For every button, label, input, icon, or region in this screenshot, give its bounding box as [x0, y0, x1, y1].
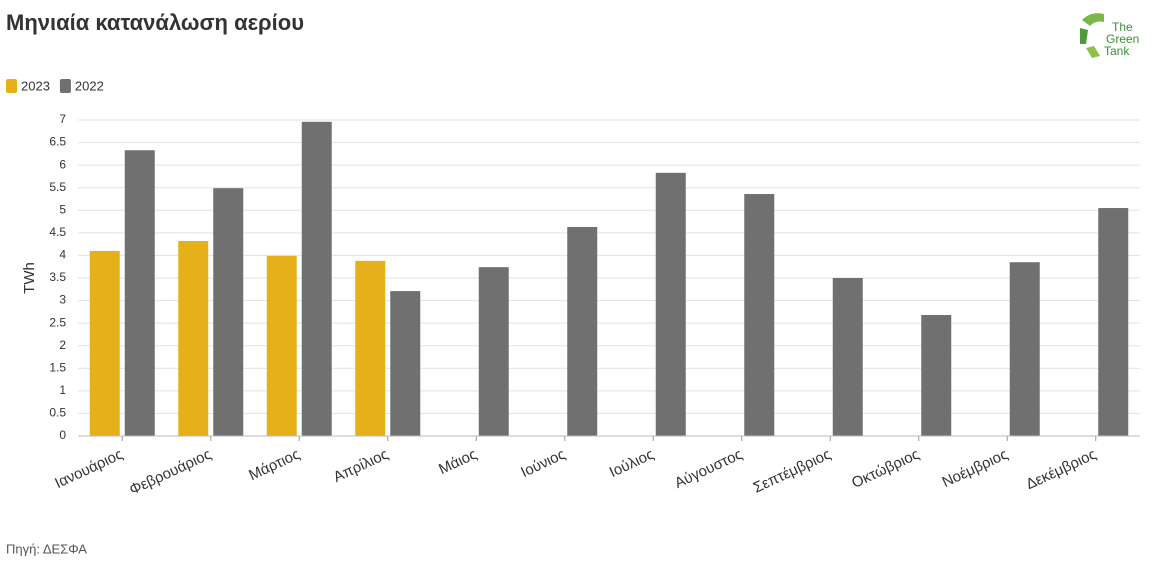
bar — [213, 188, 244, 436]
chart-title: Μηνιαία κατανάλωση αερίου — [6, 10, 304, 35]
logo-text: Green — [1106, 32, 1139, 46]
x-tick-label: Μάρτιος — [246, 446, 302, 484]
bar — [832, 278, 863, 436]
bar — [567, 226, 598, 436]
x-tick-label: Ιανουάριος — [52, 446, 125, 492]
y-tick-label: 1.5 — [49, 360, 66, 374]
y-tick-label: 2.5 — [49, 315, 66, 329]
bar — [1098, 208, 1129, 436]
y-tick-label: 2 — [59, 338, 66, 352]
x-tick-label: Σεπτέμβριος — [751, 446, 834, 497]
x-tick-label: Μάιος — [436, 446, 480, 478]
bar — [744, 194, 775, 436]
bar — [390, 291, 421, 436]
legend-label: 2023 — [21, 78, 50, 93]
x-tick-label: Ιούνιος — [518, 446, 568, 481]
y-tick-label: 3 — [59, 293, 66, 307]
legend-swatch — [6, 79, 17, 93]
x-tick-label: Οκτώβριος — [849, 446, 922, 492]
logo-icon — [1086, 46, 1100, 58]
logo-text: Tank — [1104, 44, 1130, 58]
y-tick-label: 1 — [59, 383, 66, 397]
bar — [355, 260, 386, 436]
source-note: Πηγή: ΔΕΣΦΑ — [6, 541, 87, 556]
bar — [89, 250, 120, 436]
y-axis-label: TWh — [21, 262, 38, 294]
logo-text: The — [1112, 20, 1133, 34]
legend-swatch — [59, 79, 71, 93]
bar — [921, 315, 952, 436]
x-tick-label: Απρίλιος — [331, 446, 391, 486]
y-tick-label: 7 — [59, 112, 66, 126]
bar — [1009, 262, 1040, 436]
bar — [478, 267, 509, 436]
y-tick-label: 4.5 — [49, 225, 66, 239]
x-tick-label: Φεβρουάριος — [127, 446, 214, 499]
legend-label: 2022 — [75, 78, 104, 93]
x-tick-label: Νοέμβριος — [939, 446, 1010, 491]
x-tick-label: Ιούλιος — [607, 446, 657, 481]
y-tick-label: 4 — [59, 248, 66, 262]
bar — [178, 240, 209, 436]
y-tick-label: 0 — [59, 428, 66, 442]
y-tick-label: 0.5 — [49, 406, 66, 420]
y-tick-label: 5.5 — [49, 180, 66, 194]
bar — [301, 121, 332, 436]
y-tick-label: 6.5 — [49, 135, 66, 149]
y-tick-label: 3.5 — [49, 270, 66, 284]
logo-icon — [1080, 28, 1088, 44]
logo-icon — [1082, 13, 1104, 26]
bar — [124, 150, 155, 436]
bar — [655, 172, 686, 436]
logo: The Green Tank — [1080, 13, 1139, 58]
x-tick-label: Δεκέμβριος — [1023, 446, 1099, 493]
bar — [266, 255, 297, 436]
y-tick-label: 6 — [59, 157, 66, 171]
x-tick-label: Αύγουστος — [672, 446, 745, 492]
y-tick-label: 5 — [59, 202, 66, 216]
